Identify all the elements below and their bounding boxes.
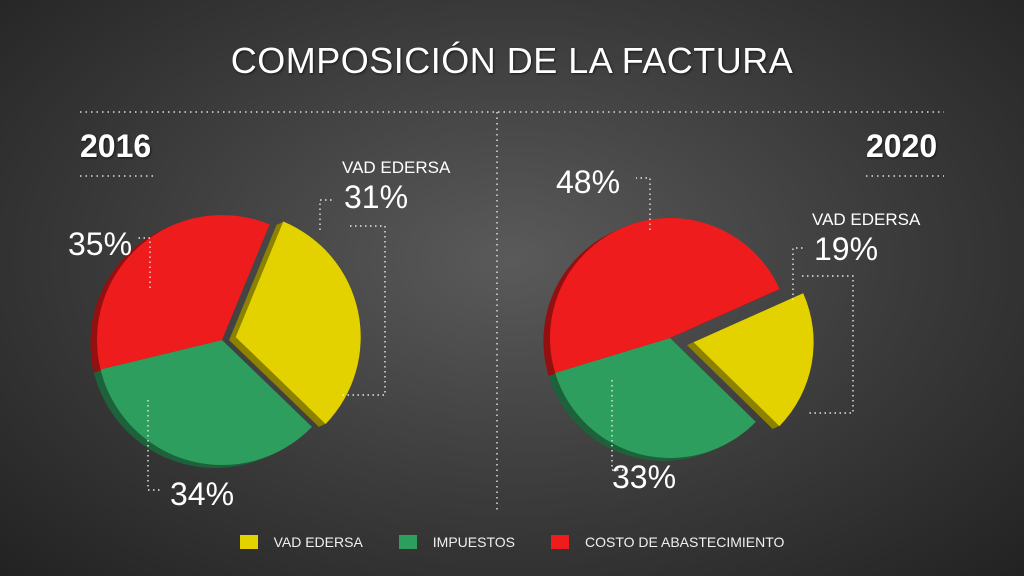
leader-line-vad-edersa xyxy=(792,247,854,414)
leader-line-costo-de-abastecimiento xyxy=(138,237,151,288)
pie-slice-costo-de-abastecimiento xyxy=(549,217,780,373)
legend-swatch-green xyxy=(398,535,417,549)
dotted-dividers xyxy=(80,111,944,512)
year-2016-label: 2016 xyxy=(80,128,152,164)
legend-label: VAD EDERSA xyxy=(273,534,363,550)
legend-item-vad-edersa: VAD EDERSA xyxy=(239,534,363,550)
data-label-impuestos: 33% xyxy=(612,459,676,495)
leader-line-impuestos xyxy=(147,400,162,491)
pie-slice-vad-edersa xyxy=(693,293,814,427)
legend-label: COSTO DE ABASTECIMIENTO xyxy=(585,534,785,550)
data-label-impuestos: 34% xyxy=(170,476,234,512)
pie-slice-impuestos xyxy=(555,338,756,458)
data-label-vad-edersa: 19% xyxy=(814,231,878,267)
legend-swatch-red xyxy=(551,535,569,549)
slice-name-label-vad-edersa: VAD EDERSA xyxy=(342,158,451,177)
data-label-costo-de-abastecimiento: 35% xyxy=(68,226,132,262)
data-label-costo-de-abastecimiento: 48% xyxy=(556,164,620,200)
year-2020-label: 2020 xyxy=(866,128,938,164)
legend: VAD EDERSA IMPUESTOS COSTO DE ABASTECIMI… xyxy=(0,534,1024,550)
legend-item-impuestos: IMPUESTOS xyxy=(398,534,515,550)
leader-line-costo-de-abastecimiento xyxy=(636,177,651,230)
leader-line-impuestos xyxy=(611,380,626,471)
chart-title: COMPOSICIÓN DE LA FACTURA xyxy=(230,40,794,81)
data-label-vad-edersa: 31% xyxy=(344,179,408,215)
slice-name-label-vad-edersa: VAD EDERSA xyxy=(812,210,921,229)
pie-slice-vad-edersa xyxy=(235,221,361,424)
legend-swatch-yellow xyxy=(239,535,258,549)
legend-label: IMPUESTOS xyxy=(432,534,515,550)
pie-slice-costo-de-abastecimiento xyxy=(97,215,270,370)
pie-2016: 31% 34% 35% VAD EDERSA xyxy=(68,158,451,512)
pie-2020: 19% 33% 48% VAD EDERSA xyxy=(543,164,921,495)
legend-item-costo-abastecimiento: COSTO DE ABASTECIMIENTO xyxy=(551,534,784,550)
pie-slice-impuestos xyxy=(100,340,312,466)
leader-line-vad-edersa xyxy=(319,199,386,396)
